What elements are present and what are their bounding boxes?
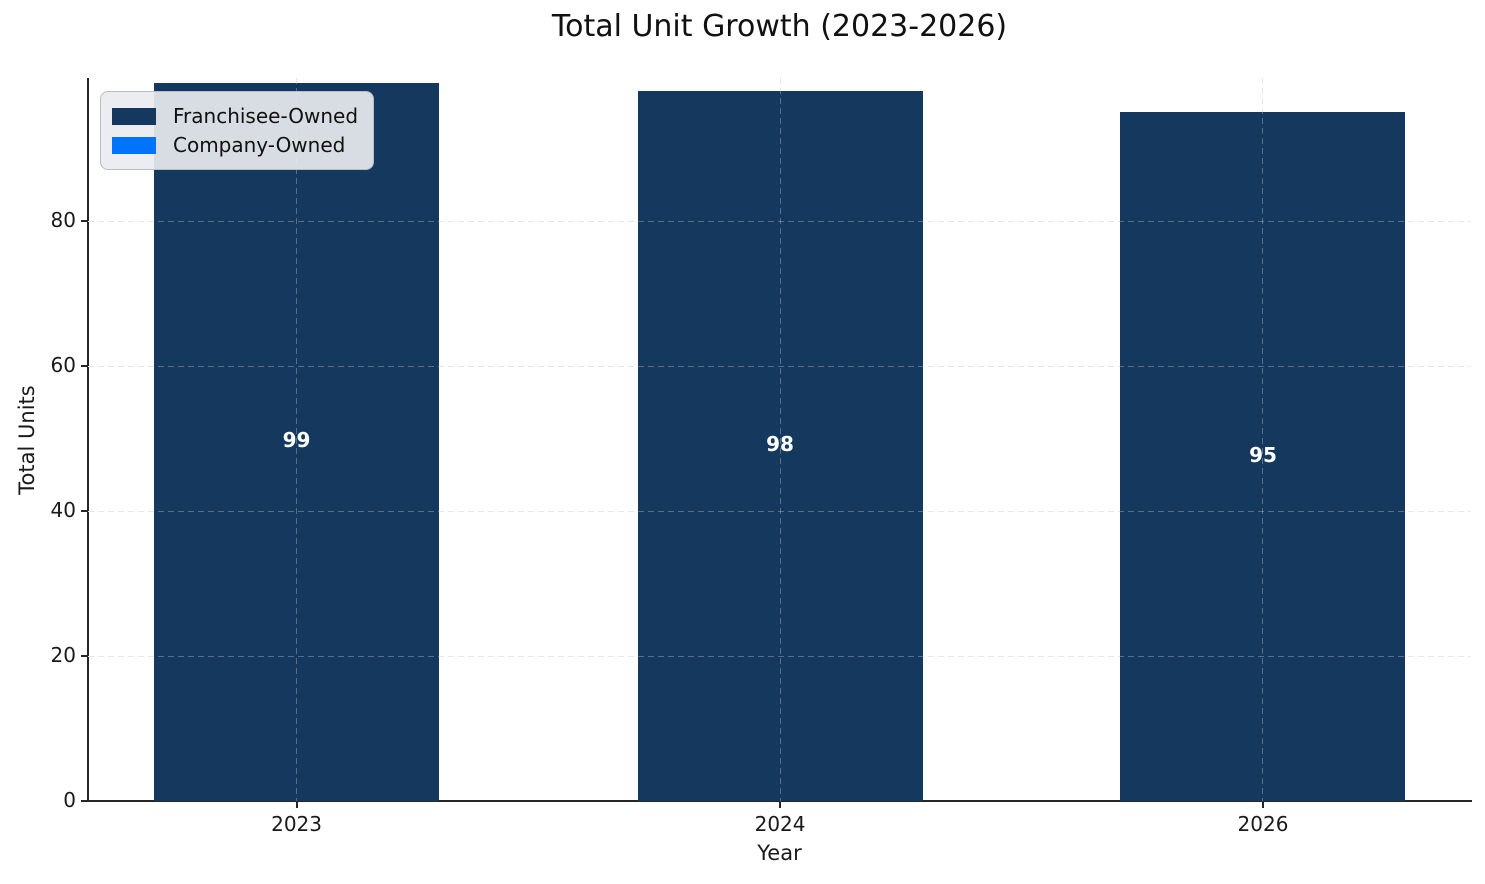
gridline-h-overlay-40 <box>88 510 1471 512</box>
y-tick-80 <box>81 220 88 223</box>
legend-swatch-franchisee-owned <box>112 107 156 125</box>
y-tick-label-80: 80 <box>50 208 76 233</box>
y-tick-label-20: 20 <box>50 643 76 668</box>
bar-2024-franchisee-owned <box>637 90 923 801</box>
legend: Franchisee-Owned Company-Owned <box>100 91 375 170</box>
bar-2026-franchisee-owned <box>1120 112 1406 801</box>
gridline-h-overlay-60 <box>88 365 1471 367</box>
y-tick-20 <box>81 655 88 658</box>
legend-label: Franchisee-Owned <box>173 104 359 128</box>
x-tick-2023 <box>295 801 298 808</box>
bar-value-label-2023: 99 <box>282 428 311 453</box>
x-tick-label-2024: 2024 <box>754 812 806 836</box>
x-tick-2024 <box>779 801 782 808</box>
x-axis-label: Year <box>757 841 802 865</box>
gridline-h-overlay-20 <box>88 655 1471 657</box>
bar-value-label-2024: 98 <box>766 431 794 456</box>
y-tick-label-0: 0 <box>63 788 76 812</box>
gridline-v-overlay-2023 <box>296 78 298 801</box>
legend-entry-company-owned: Company-Owned <box>112 131 358 159</box>
gridline-v-overlay-2026 <box>1262 78 1264 801</box>
x-tick-label-2023: 2023 <box>271 812 322 836</box>
bar-value-label-2026: 95 <box>1249 442 1277 467</box>
legend-label: Company-Owned <box>173 133 346 157</box>
plot-area: 99 98 95 <box>88 78 1471 801</box>
y-axis-spine <box>87 78 89 801</box>
y-tick-0 <box>81 800 88 802</box>
bar-2023-franchisee-owned <box>154 83 440 801</box>
gridline-h-overlay-80 <box>88 220 1471 222</box>
y-tick-40 <box>81 510 88 513</box>
y-axis-label: Total Units <box>15 385 39 495</box>
legend-entry-franchisee-owned: Franchisee-Owned <box>112 102 358 130</box>
legend-swatch-company-owned <box>112 136 156 154</box>
gridline-v-overlay-2024 <box>779 78 781 801</box>
chart-title: Total Unit Growth (2023-2026) <box>551 9 1008 44</box>
y-tick-60 <box>81 365 88 368</box>
x-tick-label-2026: 2026 <box>1237 812 1289 836</box>
x-tick-2026 <box>1261 801 1264 808</box>
y-tick-label-40: 40 <box>50 498 76 523</box>
y-tick-label-60: 60 <box>50 353 76 378</box>
